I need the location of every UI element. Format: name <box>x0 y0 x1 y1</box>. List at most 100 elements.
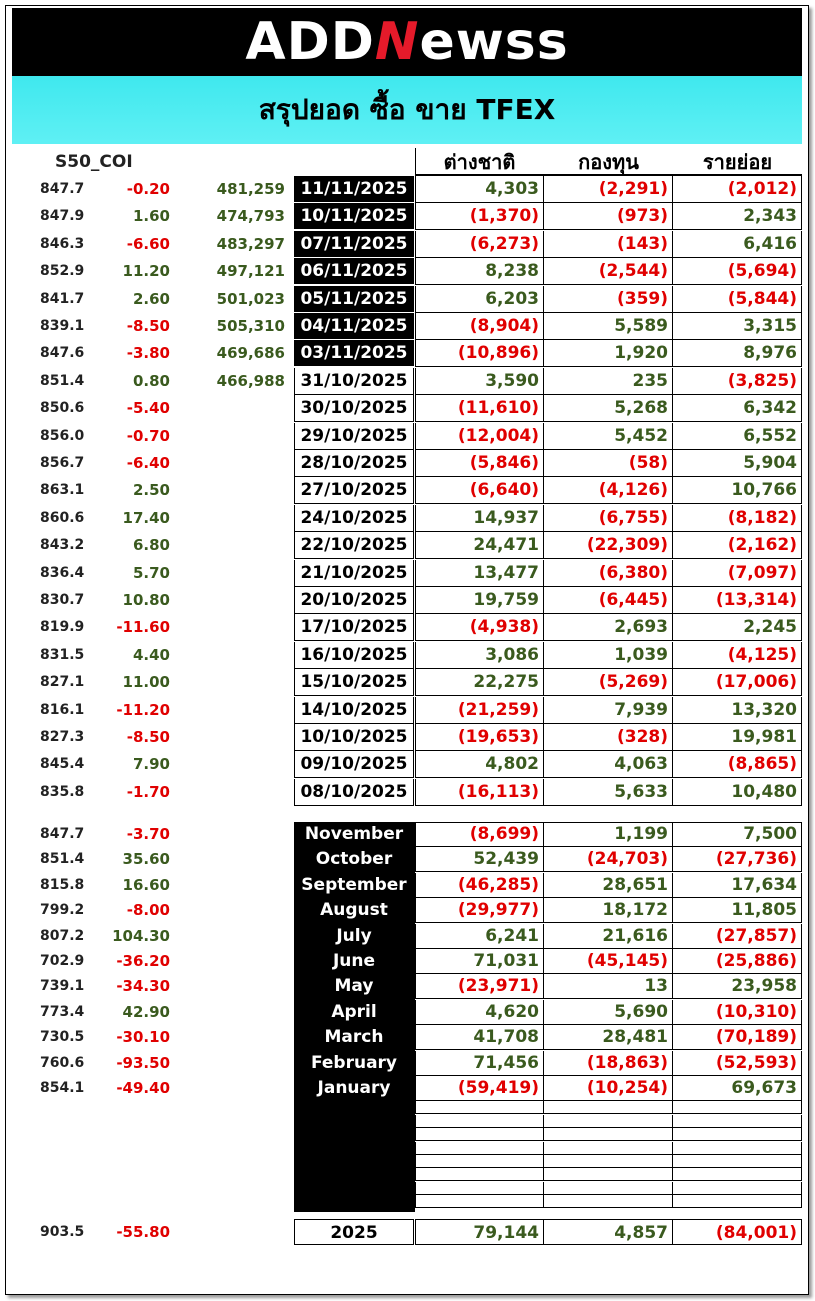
empty-cell <box>415 1101 544 1114</box>
s50-price: 827.3 <box>40 729 85 745</box>
s50-change: -8.50 <box>126 728 170 746</box>
title-banner: สรุปยอด ซื้อ ขาย TFEX <box>12 76 802 144</box>
net-institution: (2,544) <box>544 258 673 285</box>
trade-date: 28/10/2025 <box>294 450 414 477</box>
net-institution: (2,291) <box>544 176 673 203</box>
net-foreign: (8,904) <box>415 313 544 340</box>
net-retail: (8,865) <box>673 751 802 778</box>
net-foreign: (23,971) <box>415 974 544 999</box>
net-foreign: (4,938) <box>415 614 544 641</box>
net-foreign: (29,977) <box>415 898 544 923</box>
empty-cell <box>544 1115 673 1128</box>
net-foreign: (11,610) <box>415 395 544 422</box>
s50-change: -6.40 <box>126 454 170 472</box>
trade-date: 21/10/2025 <box>294 560 414 587</box>
net-institution: 2,693 <box>544 614 673 641</box>
empty-cell <box>544 1182 673 1195</box>
net-institution: 5,452 <box>544 423 673 450</box>
month-label: April <box>294 1000 414 1025</box>
trade-date: 31/10/2025 <box>294 368 414 395</box>
s50-change: -3.70 <box>126 825 170 843</box>
net-foreign: 19,759 <box>415 587 544 614</box>
open-interest: 469,686 <box>216 344 285 362</box>
net-retail: 69,673 <box>673 1076 802 1101</box>
net-retail: (25,886) <box>673 949 802 974</box>
year-label: 2025 <box>294 1219 414 1245</box>
net-institution: (143) <box>544 231 673 258</box>
net-retail: 6,342 <box>673 395 802 422</box>
net-institution: 4,063 <box>544 751 673 778</box>
open-interest: 483,297 <box>216 235 285 253</box>
net-foreign: (21,259) <box>415 697 544 724</box>
logo-banner: ADDNewss <box>12 8 802 76</box>
month-label: March <box>294 1025 414 1050</box>
s50-change: 17.40 <box>122 509 170 527</box>
s50-change: 7.90 <box>132 755 170 773</box>
net-foreign: 6,241 <box>415 924 544 949</box>
monthly-top-border <box>415 822 802 823</box>
net-foreign: (16,113) <box>415 779 544 806</box>
trade-date: 10/11/2025 <box>294 203 414 230</box>
net-retail: 19,981 <box>673 724 802 751</box>
s50-price: 847.7 <box>40 826 85 842</box>
s50-price: 835.8 <box>40 784 85 800</box>
s50-price: 816.1 <box>40 702 85 718</box>
net-institution: (328) <box>544 724 673 751</box>
open-interest: 481,259 <box>216 180 285 198</box>
net-retail: 6,416 <box>673 231 802 258</box>
month-label: August <box>294 898 414 923</box>
total-institution: 4,857 <box>544 1219 673 1245</box>
net-retail: (10,310) <box>673 1000 802 1025</box>
net-retail: (7,097) <box>673 560 802 587</box>
s50-change: 35.60 <box>122 850 170 868</box>
net-retail: 17,634 <box>673 873 802 898</box>
empty-cell <box>415 1142 544 1155</box>
net-institution: 5,589 <box>544 313 673 340</box>
net-foreign: (8,699) <box>415 822 544 847</box>
s50-price: 799.2 <box>40 902 85 918</box>
trade-date: 27/10/2025 <box>294 477 414 504</box>
total-retail: (84,001) <box>673 1219 802 1245</box>
s50-change: 16.60 <box>122 876 170 894</box>
net-foreign: 4,303 <box>415 176 544 203</box>
net-retail: (5,844) <box>673 286 802 313</box>
net-foreign: (6,273) <box>415 231 544 258</box>
net-foreign: 41,708 <box>415 1025 544 1050</box>
empty-cell <box>673 1195 802 1208</box>
trade-date: 09/10/2025 <box>294 751 414 778</box>
empty-cell <box>415 1155 544 1168</box>
report-title: สรุปยอด ซื้อ ขาย TFEX <box>258 93 556 126</box>
net-institution: 7,939 <box>544 697 673 724</box>
column-header-foreign: ต่างชาติ <box>415 148 544 176</box>
net-institution: 28,651 <box>544 873 673 898</box>
net-retail: 13,320 <box>673 697 802 724</box>
empty-cell <box>544 1128 673 1141</box>
empty-cell <box>673 1142 802 1155</box>
s50-price: 760.6 <box>40 1055 85 1071</box>
s50-price: 847.6 <box>40 345 85 361</box>
trade-date: 06/11/2025 <box>294 258 414 285</box>
s50-change: -36.20 <box>116 952 170 970</box>
addnewss-logo: ADDNewss <box>245 12 569 72</box>
open-interest: 466,988 <box>216 372 285 390</box>
net-institution: 5,633 <box>544 779 673 806</box>
net-institution: (24,703) <box>544 847 673 872</box>
empty-cell <box>673 1101 802 1114</box>
net-retail: 5,904 <box>673 450 802 477</box>
net-foreign: (12,004) <box>415 423 544 450</box>
header-underline <box>415 148 416 176</box>
net-foreign: 13,477 <box>415 560 544 587</box>
empty-cell <box>673 1128 802 1141</box>
month-label: September <box>294 873 414 898</box>
s50-price: 850.6 <box>40 400 85 416</box>
empty-cell <box>673 1155 802 1168</box>
s50-change: -49.40 <box>116 1079 170 1097</box>
s50-change: -0.20 <box>126 180 170 198</box>
net-foreign: (10,896) <box>415 340 544 367</box>
s50-change: 0.80 <box>132 372 170 390</box>
s50-change: 11.20 <box>122 262 170 280</box>
net-retail: (27,857) <box>673 924 802 949</box>
empty-cell <box>544 1142 673 1155</box>
net-retail: (2,162) <box>673 532 802 559</box>
empty-cell <box>544 1101 673 1114</box>
